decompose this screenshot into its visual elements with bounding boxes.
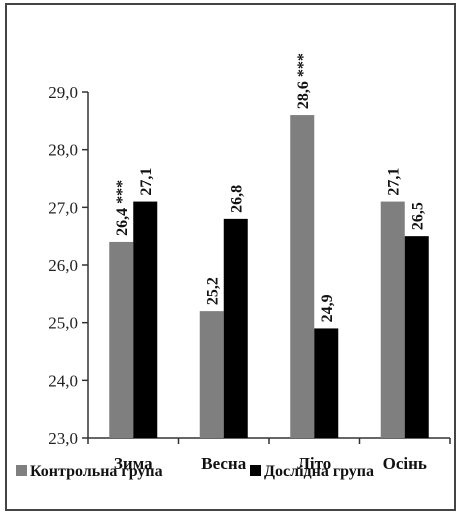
category-label: Літо — [297, 454, 331, 473]
y-tick-label: 27,0 — [48, 198, 78, 217]
legend-swatch — [16, 465, 27, 476]
data-label: 26,4 *** — [114, 180, 131, 236]
data-label: 24,9 — [319, 294, 336, 322]
y-tick-label: 29,0 — [48, 83, 78, 102]
y-tick-label: 23,0 — [48, 429, 78, 448]
data-label: 28,6 *** — [295, 53, 312, 109]
y-tick-label: 28,0 — [48, 141, 78, 160]
legend-label: Дослідна група — [264, 463, 374, 480]
bar-control — [380, 201, 405, 438]
bar-control — [290, 115, 315, 439]
y-tick-label: 24,0 — [48, 371, 78, 390]
bar-control — [199, 311, 224, 438]
bar-experimental — [223, 218, 248, 438]
category-label: Весна — [201, 454, 246, 473]
legend: Контрольна група Дослідна група — [16, 463, 374, 480]
bars-group — [109, 115, 429, 439]
y-tick-label: 26,0 — [48, 256, 78, 275]
data-label: 25,2 — [205, 277, 222, 305]
data-label: 27,1 — [138, 168, 155, 196]
legend-swatch — [250, 465, 261, 476]
bar-experimental — [314, 328, 339, 438]
category-label: Осінь — [383, 454, 427, 473]
data-label: 26,8 — [229, 185, 246, 213]
data-label: 26,5 — [410, 202, 427, 230]
legend-label: Контрольна група — [30, 463, 163, 480]
y-tick-label: 25,0 — [48, 314, 78, 333]
category-labels-group: Зима Весна Літо Осінь — [114, 454, 427, 473]
bar-control — [109, 241, 134, 438]
value-labels-group: 26,4 *** 27,1 25,2 26,8 28,6 *** 24,9 27,1 26,5 — [114, 53, 427, 322]
category-label: Зима — [114, 454, 153, 473]
bar-experimental — [404, 236, 429, 438]
data-label: 27,1 — [386, 168, 403, 196]
bar-experimental — [133, 201, 158, 438]
